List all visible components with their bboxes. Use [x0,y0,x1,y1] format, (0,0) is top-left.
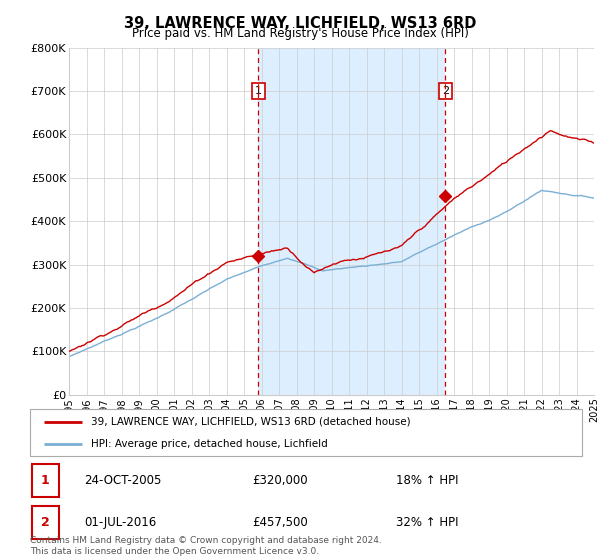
Text: HPI: Average price, detached house, Lichfield: HPI: Average price, detached house, Lich… [91,438,328,449]
FancyBboxPatch shape [32,506,59,539]
Text: 2: 2 [41,516,49,529]
Text: 2: 2 [442,86,449,96]
Text: Contains HM Land Registry data © Crown copyright and database right 2024.
This d: Contains HM Land Registry data © Crown c… [30,536,382,556]
Text: £320,000: £320,000 [252,474,308,487]
FancyBboxPatch shape [30,409,582,456]
Text: 18% ↑ HPI: 18% ↑ HPI [396,474,458,487]
Text: £457,500: £457,500 [252,516,308,529]
Text: Price paid vs. HM Land Registry's House Price Index (HPI): Price paid vs. HM Land Registry's House … [131,27,469,40]
Text: 1: 1 [255,86,262,96]
Text: 01-JUL-2016: 01-JUL-2016 [84,516,156,529]
Text: 1: 1 [41,474,49,487]
Text: 39, LAWRENCE WAY, LICHFIELD, WS13 6RD: 39, LAWRENCE WAY, LICHFIELD, WS13 6RD [124,16,476,31]
Text: 32% ↑ HPI: 32% ↑ HPI [396,516,458,529]
Bar [259,48,445,395]
FancyBboxPatch shape [32,464,59,497]
Text: 39, LAWRENCE WAY, LICHFIELD, WS13 6RD (detached house): 39, LAWRENCE WAY, LICHFIELD, WS13 6RD (d… [91,417,410,427]
Text: 24-OCT-2005: 24-OCT-2005 [84,474,161,487]
